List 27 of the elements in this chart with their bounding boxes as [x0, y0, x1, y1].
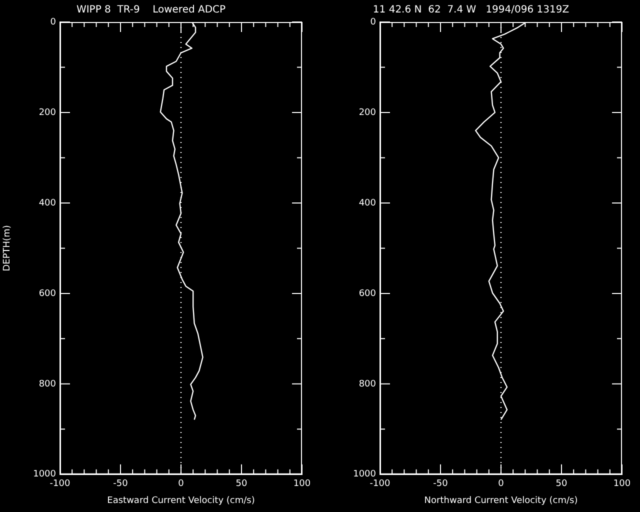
y-tick-label: 800: [358, 379, 376, 390]
y-tick-label: 400: [358, 198, 376, 208]
chart-title: WIPP 8 TR-9 Lowered ADCP: [76, 4, 226, 16]
x-tick-label: 0: [178, 479, 184, 490]
x-axis-title: Northward Current Velocity (cm/s): [424, 496, 578, 506]
y-tick-label: 800: [38, 379, 56, 390]
x-axis-title: Eastward Current Velocity (cm/s): [107, 496, 255, 506]
y-tick-label: 600: [358, 288, 376, 299]
x-tick-label: 50: [556, 479, 568, 490]
chart-title: 11 42.6 N 62 7.4 W 1994/096 1319Z: [372, 4, 570, 16]
y-axis-title: DEPTH(m): [2, 225, 13, 272]
y-tick-label: 400: [38, 198, 56, 208]
x-tick-label: 100: [613, 479, 631, 490]
y-tick-label: 0: [50, 17, 56, 28]
x-tick-label: -100: [50, 479, 70, 490]
x-tick-label: -50: [113, 479, 128, 490]
x-tick-label: -50: [433, 479, 448, 490]
x-tick-label: 100: [293, 479, 311, 490]
y-tick-label: 1000: [353, 470, 376, 480]
x-tick-label: 50: [236, 479, 248, 490]
y-tick-label: 600: [38, 288, 56, 299]
y-tick-label: 200: [38, 108, 56, 118]
x-tick-label: -100: [370, 479, 390, 490]
y-tick-label: 0: [370, 17, 376, 28]
x-tick-label: 0: [498, 479, 504, 490]
y-tick-label: 200: [358, 108, 376, 118]
y-tick-label: 1000: [33, 470, 56, 480]
